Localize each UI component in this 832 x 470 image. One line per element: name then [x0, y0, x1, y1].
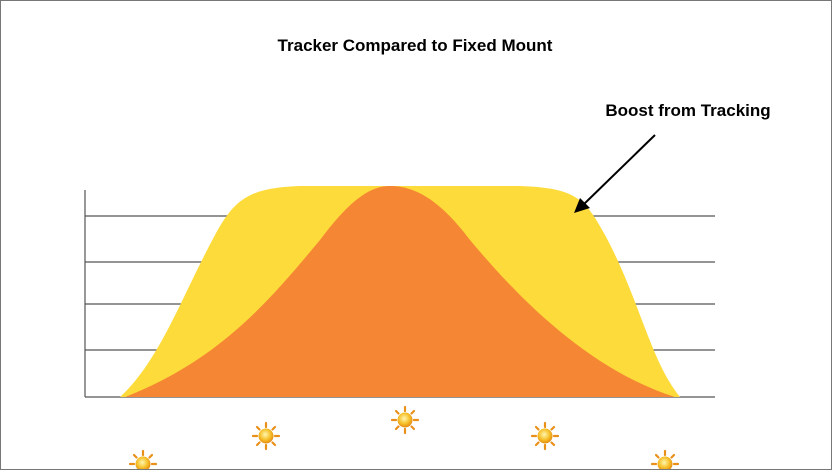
arrow: [581, 134, 656, 207]
annotation: Boost from Tracking: [605, 101, 770, 120]
fixed-area: [125, 186, 675, 397]
title: Tracker Compared to Fixed Mount: [278, 36, 553, 55]
arrow-head: [574, 198, 590, 213]
